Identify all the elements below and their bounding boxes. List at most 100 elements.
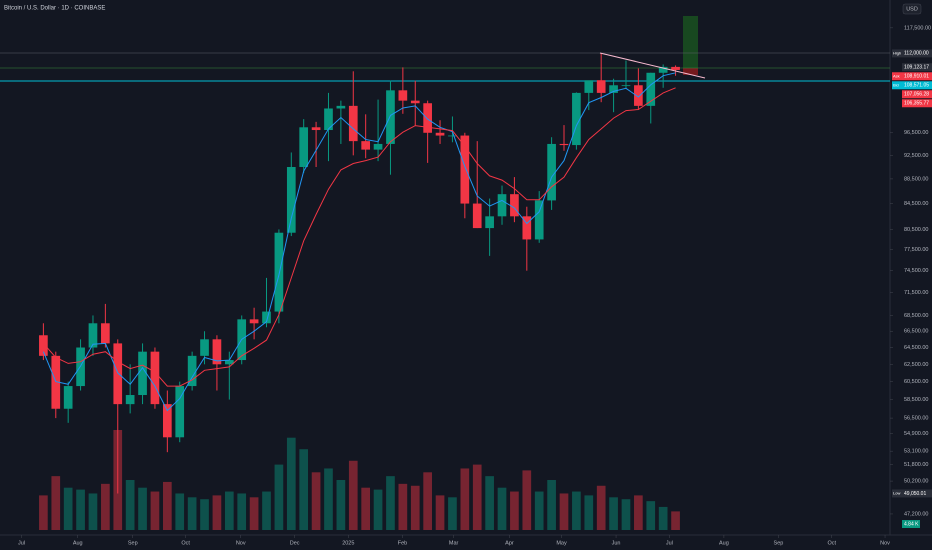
x-tick-label: Sep <box>128 540 138 546</box>
x-tick-label: Nov <box>236 540 246 546</box>
price-tag-name: Low <box>893 491 900 496</box>
y-tick-label: 88,500.00 <box>904 176 928 182</box>
y-tick-label: 77,500.00 <box>904 247 928 253</box>
x-tick-label: Jun <box>612 540 621 546</box>
candle-body <box>51 355 61 409</box>
candle-body <box>348 105 358 142</box>
candle-body <box>534 200 544 240</box>
candle-body <box>150 351 160 405</box>
volume-bar <box>621 499 631 530</box>
volume-bar <box>410 485 420 530</box>
y-tick-label: 96,500.00 <box>904 130 928 136</box>
price-tag-name-bg <box>892 72 902 81</box>
x-tick-label: Nov <box>880 540 890 546</box>
y-tick-label: 84,500.00 <box>904 201 928 207</box>
volume-bar <box>510 491 519 530</box>
candle-body <box>101 323 110 344</box>
volume-bar <box>336 480 346 530</box>
volume-bar <box>274 464 284 530</box>
y-tick-label: 64,500.00 <box>904 345 928 351</box>
candle-body <box>584 80 594 93</box>
y-tick-label: 74,500.00 <box>904 268 928 274</box>
candle-body <box>497 194 507 217</box>
x-tick-label: Jul <box>18 540 25 546</box>
volume-bar <box>262 491 271 530</box>
currency-button[interactable] <box>902 3 922 15</box>
volume-bar <box>361 487 371 530</box>
candle-body <box>671 66 680 70</box>
volume-bar <box>398 483 408 530</box>
volume-bar <box>559 493 569 530</box>
x-tick-label: May <box>556 540 567 546</box>
volume-bar <box>324 468 333 530</box>
currency[interactable]: USD <box>906 6 918 12</box>
price-tag <box>902 72 932 81</box>
price-tag-name: Bid <box>893 82 899 87</box>
candle-body <box>311 127 321 131</box>
volume-tag <box>902 520 920 528</box>
candle-body <box>361 141 371 150</box>
price-tag-name-bg <box>892 49 902 58</box>
candle-body <box>113 343 123 405</box>
candle-body <box>398 90 408 101</box>
volume-bar <box>671 511 680 530</box>
volume-bar <box>175 493 185 530</box>
candle-body <box>274 232 284 312</box>
y-tick-label: 47,200.00 <box>904 511 928 517</box>
y-tick-label: 53,100.00 <box>904 449 928 455</box>
candle-body <box>559 143 569 146</box>
candle-body <box>336 105 346 109</box>
candle-body <box>423 103 432 133</box>
candle-body <box>187 355 197 387</box>
volume-tag-label: 4.84 K <box>904 521 919 527</box>
volume-bar <box>224 491 234 530</box>
x-tick-label: Aug <box>719 540 729 546</box>
x-tick-label: Oct <box>827 540 836 546</box>
volume-bar <box>299 449 309 530</box>
volume-bar <box>249 497 259 530</box>
volume-bar <box>460 468 470 530</box>
candle-body <box>88 323 98 348</box>
long-position-target <box>683 16 698 68</box>
candle-body <box>410 100 420 104</box>
volume-bar <box>88 493 98 530</box>
volume-bar <box>212 495 222 530</box>
x-tick-label: Dec <box>290 540 300 546</box>
volume-bar <box>634 495 643 530</box>
price-tag-name: High <box>893 50 901 55</box>
candle-body <box>547 143 556 201</box>
moving-average <box>42 72 676 412</box>
candle-body <box>373 143 383 150</box>
x-tick-label: Mar <box>449 540 459 546</box>
volume-bar <box>609 497 618 530</box>
x-tick-label: Sep <box>774 540 784 546</box>
y-tick-label: 54,900.00 <box>904 431 928 437</box>
volume-bar <box>596 485 606 530</box>
y-tick-label: 50,200.00 <box>904 479 928 485</box>
volume-bar <box>348 460 358 530</box>
x-tick-label: 2025 <box>342 540 354 546</box>
y-tick-label: 92,500.00 <box>904 153 928 159</box>
price-tag <box>902 99 932 108</box>
candle-body <box>200 339 209 356</box>
candle-body <box>448 135 457 137</box>
volume-bar <box>101 483 110 530</box>
volume-bar <box>547 480 556 530</box>
candle-body <box>324 108 333 131</box>
candle-body <box>596 80 606 93</box>
y-tick-label: 71,500.00 <box>904 290 928 296</box>
candle-body <box>63 386 73 409</box>
candle-body <box>286 166 296 233</box>
volume-bar <box>448 497 457 530</box>
price-tag-label: 108,910.01 <box>904 74 929 80</box>
candle-body <box>125 395 135 405</box>
price-tag-label: 108,571.05 <box>904 83 929 89</box>
y-tick-label: 51,800.00 <box>904 462 928 468</box>
volume-bar <box>534 491 544 530</box>
candle-body <box>472 203 482 229</box>
volume-bar <box>435 495 445 530</box>
candle-body <box>224 360 234 365</box>
